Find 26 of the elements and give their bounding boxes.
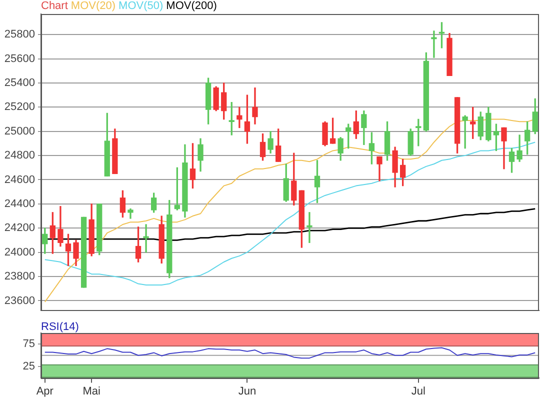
y-tick-label: 25400 <box>4 76 35 89</box>
x-tick-label: Jul <box>411 385 426 398</box>
x-tick-label: Apr <box>36 385 54 398</box>
text: MOV(50) <box>118 0 164 12</box>
y-tick-label: 23600 <box>4 294 35 307</box>
candlestick <box>236 106 242 128</box>
chart-title: Chart <box>41 0 68 12</box>
y-tick-label: 25000 <box>4 125 35 138</box>
y-tick-label: 25600 <box>4 52 35 65</box>
y-tick-label: 24400 <box>4 198 35 210</box>
candlestick <box>306 212 312 243</box>
y-tick-label: 25200 <box>4 101 35 114</box>
y-tick-label: 23800 <box>4 270 35 283</box>
y-tick-label: 24200 <box>4 222 35 234</box>
text: MOV(200) <box>166 0 217 12</box>
y-tick-label: 24600 <box>4 174 35 186</box>
x-tick-label: Mai <box>82 385 100 398</box>
y-tick-label: 24800 <box>4 150 35 162</box>
text: MOV(20) <box>70 0 116 12</box>
y-tick-label: 75 <box>22 338 35 350</box>
candlestick <box>462 115 468 149</box>
y-tick-label: 25 <box>22 360 35 373</box>
y-tick-label: 24000 <box>4 246 35 258</box>
chart-title: RSI(14) <box>41 321 79 333</box>
y-tick-label: 25800 <box>4 28 35 41</box>
x-tick-label: Jun <box>238 385 256 398</box>
